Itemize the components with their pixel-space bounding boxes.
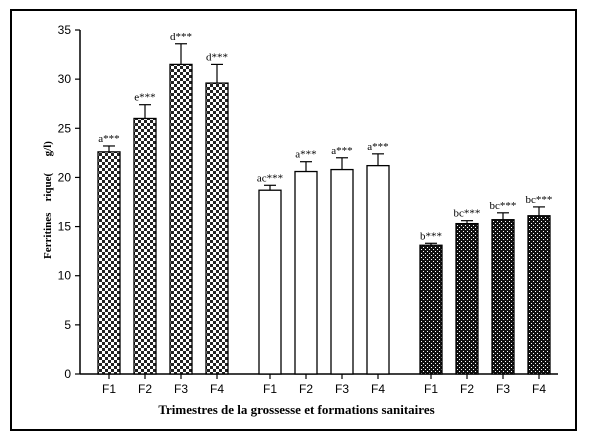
x-tick-label: F2 xyxy=(138,382,152,396)
x-tick-label: F3 xyxy=(496,382,510,396)
y-axis-label: Ferritines rique( g/l) xyxy=(42,141,54,259)
bar xyxy=(97,151,121,375)
bar xyxy=(366,164,390,375)
bar xyxy=(133,117,157,375)
x-tick-label: F1 xyxy=(102,382,116,396)
bar xyxy=(419,244,443,375)
significance-label: d*** xyxy=(206,51,228,63)
bar xyxy=(205,82,229,375)
x-tick-label: F4 xyxy=(210,382,224,396)
x-tick-label: F2 xyxy=(460,382,474,396)
y-tick-label: 5 xyxy=(64,318,71,332)
y-tick-label: 15 xyxy=(58,220,72,234)
significance-label: a*** xyxy=(367,141,388,153)
y-tick-label: 30 xyxy=(58,72,72,86)
bar xyxy=(294,170,318,375)
bar xyxy=(330,168,354,375)
bar xyxy=(169,63,193,375)
x-tick-label: F3 xyxy=(174,382,188,396)
y-tick-label: 10 xyxy=(58,269,72,283)
y-tick-label: 20 xyxy=(58,170,72,184)
x-tick-label: F1 xyxy=(263,382,277,396)
bar xyxy=(455,222,479,375)
x-tick-label: F4 xyxy=(371,382,385,396)
bars: a*** e*** d*** d*** ac*** a*** a*** a*** b*** bc*… xyxy=(97,31,553,375)
significance-label: ac*** xyxy=(257,172,283,184)
significance-label: a*** xyxy=(98,133,119,145)
significance-label: bc*** xyxy=(490,200,517,212)
y-tick-label: 25 xyxy=(58,121,72,135)
significance-label: bc*** xyxy=(526,194,553,206)
x-tick-label: F4 xyxy=(532,382,546,396)
significance-label: a*** xyxy=(295,149,316,161)
y-tick-label: 0 xyxy=(64,367,71,381)
x-tick-label: F3 xyxy=(335,382,349,396)
x-tick-label: F2 xyxy=(299,382,313,396)
axes: 0 5 10 15 20 25 30 35 F1 F2 F3 F4 F1 F2 F3 F4 F1 F2 F3 F4 xyxy=(58,23,558,396)
significance-label: d*** xyxy=(170,31,192,43)
significance-label: a*** xyxy=(331,145,352,157)
significance-label: e*** xyxy=(134,92,155,104)
x-tick-label: F1 xyxy=(424,382,438,396)
bar xyxy=(527,215,551,375)
y-tick-label: 35 xyxy=(58,23,72,37)
significance-label: b*** xyxy=(420,230,442,242)
bar xyxy=(491,219,515,375)
significance-label: bc*** xyxy=(454,208,481,220)
x-axis-label: Trimestres de la grossesse et formations… xyxy=(158,402,435,417)
bar xyxy=(258,189,282,375)
